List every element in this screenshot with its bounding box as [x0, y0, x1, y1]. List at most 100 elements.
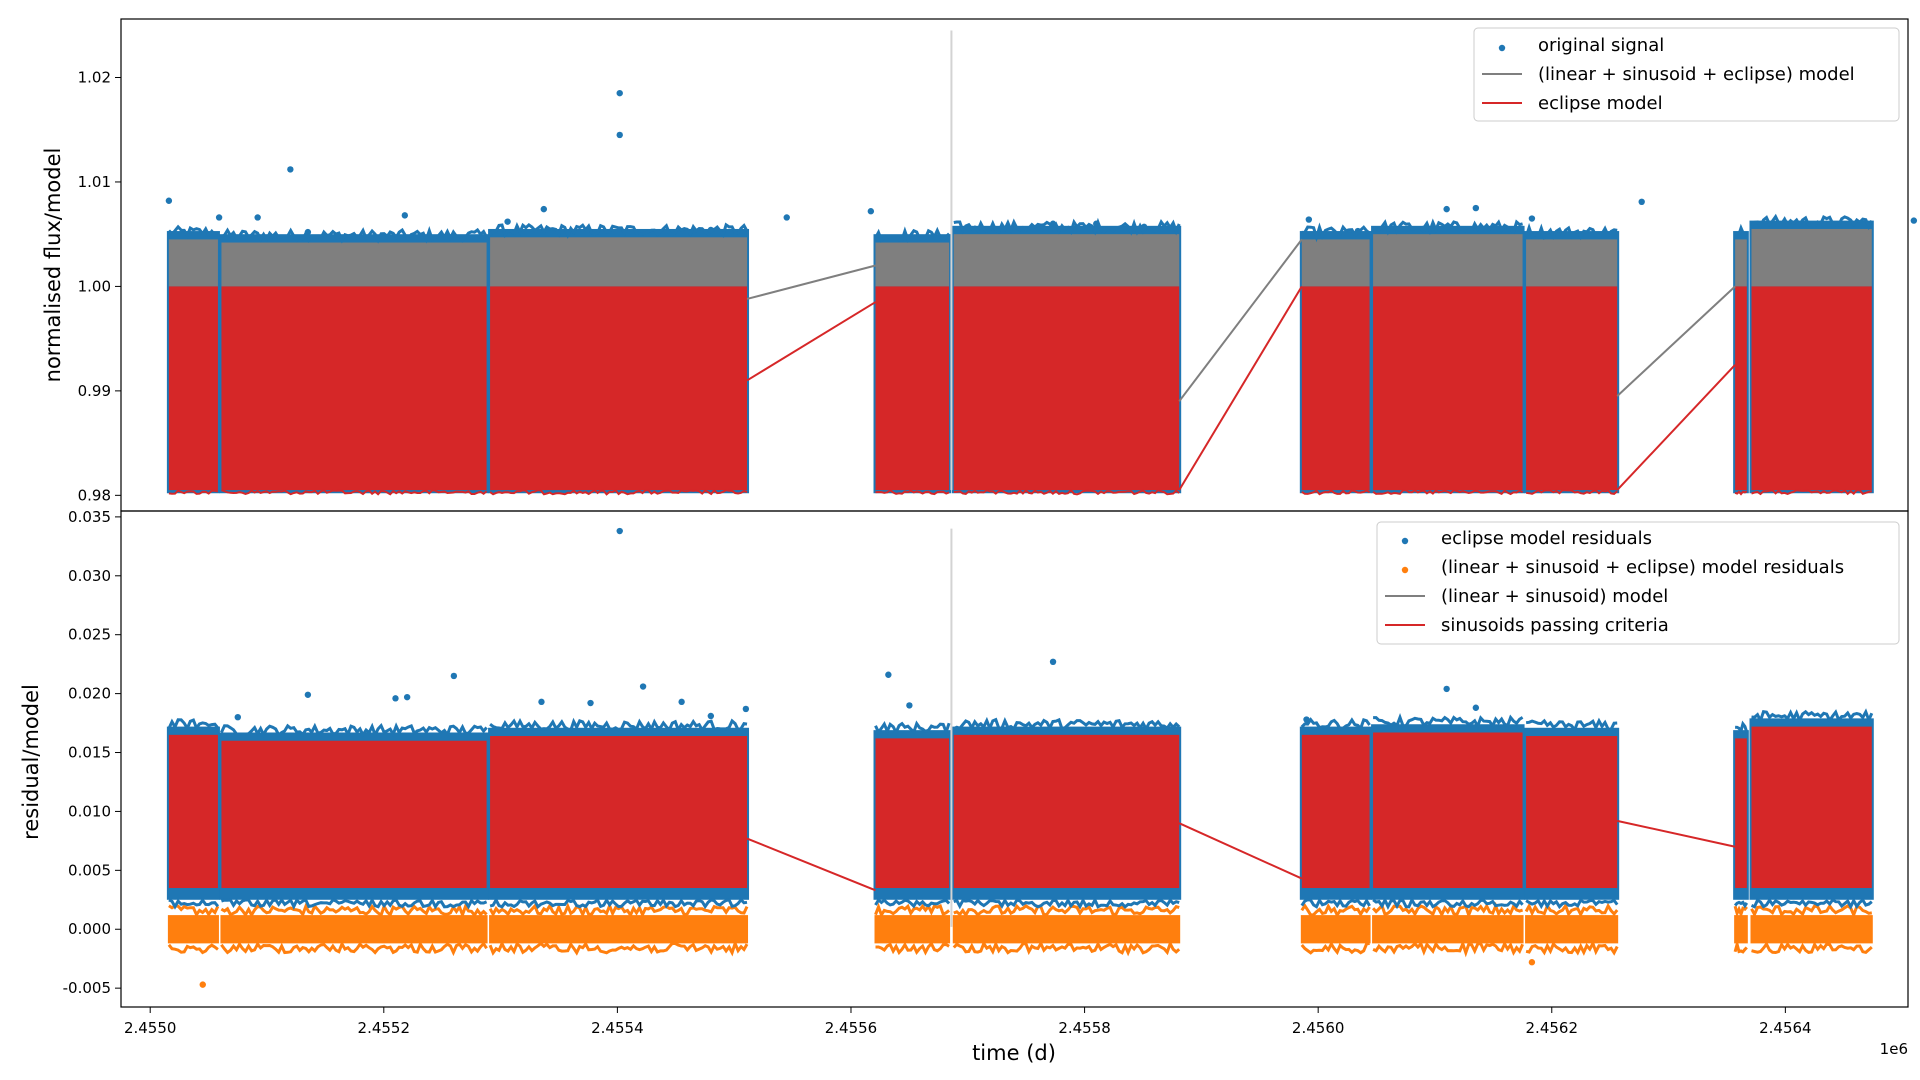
- top-outlier-point-12: [867, 208, 875, 215]
- xtick-label-5: 2.4560: [1292, 1019, 1345, 1037]
- xtick-label-2: 2.4554: [591, 1019, 644, 1037]
- top-ylabel: normalised flux/model: [41, 148, 65, 383]
- top-signal-edge-9: [1750, 213, 1874, 231]
- top-outlier-point-4: [304, 228, 312, 236]
- bottom-residual2-edge-bottom-6: [1372, 939, 1524, 958]
- bottom-residual2-band-8: [1734, 915, 1748, 944]
- bottom-residual-edge-bottom-8: [1733, 900, 1749, 909]
- top-outlier-point-7: [540, 205, 548, 213]
- top-eclipse-edge-7: [1525, 488, 1618, 495]
- bottom-outlier-point-9: [707, 712, 715, 720]
- top-signal-edge-8: [1734, 223, 1748, 239]
- bottom-sinusoid-band-5: [1301, 734, 1370, 889]
- xtick-label-4: 2.4558: [1058, 1019, 1111, 1037]
- top-signal-edge-7: [1524, 222, 1618, 241]
- bottom-residual2-edge-bottom-3: [875, 941, 950, 956]
- top-outlier-point-20: [1354, 227, 1362, 235]
- bottom-outlier-point-5: [587, 699, 594, 707]
- bottom-outlier-point-18: [1303, 716, 1310, 723]
- xtick-label-1: 2.4552: [358, 1019, 411, 1037]
- top-signal-edge-3: [874, 226, 951, 244]
- top-outlier-point-8: [616, 89, 623, 97]
- bottom-sinusoid-gap-line-1: [1178, 822, 1303, 880]
- top-outlier-point-13: [1049, 220, 1057, 227]
- top-outlier-point-14: [1528, 215, 1536, 222]
- bottom-residual2-edge-bottom-4: [952, 939, 1181, 957]
- bottom-residual2-band-7: [1525, 915, 1619, 944]
- top-eclipse-edge-5: [1301, 489, 1371, 496]
- bottom-sinusoid-band-4: [953, 734, 1180, 889]
- bottom-outlier-point-14: [906, 702, 913, 709]
- bottom-residual-edge-top-9: [1751, 708, 1874, 725]
- bottom-sinusoid-band-7: [1526, 736, 1618, 889]
- bottom-residual2-edge-top-0: [168, 904, 220, 918]
- bottom-residual2-edge-top-9: [1750, 903, 1872, 919]
- bottom-orange-outlier-point-0: [199, 981, 206, 988]
- top-ytick-label-1: 0.99: [78, 382, 111, 400]
- top-model-band-4: [953, 234, 1180, 287]
- bottom-outlier-point-2: [392, 695, 399, 702]
- top-eclipse-edge-1: [221, 488, 488, 496]
- top-ytick-label-3: 1.01: [78, 173, 111, 191]
- bottom-residual2-edge-top-2: [488, 901, 749, 919]
- bottom-residual2-edge-bottom-8: [1733, 938, 1748, 954]
- top-signal-edge-6: [1372, 218, 1523, 236]
- top-outlier-point-16: [1910, 217, 1918, 224]
- top-signal-edge-1: [220, 226, 488, 244]
- bottom-residual2-edge-top-3: [874, 902, 951, 919]
- bottom-residual2-edge-bottom-1: [220, 940, 488, 957]
- bottom-residual2-band-9: [1750, 915, 1873, 944]
- top-legend: original signal (linear + sinusoid + ecli…: [1473, 27, 1900, 122]
- bottom-residual-edge-top-8: [1735, 720, 1749, 735]
- top-outlier-point-22: [1443, 205, 1450, 213]
- top-outlier-point-15: [1638, 198, 1645, 206]
- top-eclipse-edge-9: [1751, 489, 1873, 496]
- bottom-outlier-point-6: [304, 691, 312, 698]
- bottom-residual2-band-2: [489, 915, 749, 944]
- xtick-label-0: 2.4550: [124, 1019, 177, 1037]
- bottom-legend-box: [1376, 521, 1900, 645]
- top-eclipse-gap-line-0: [746, 301, 877, 382]
- bottom-residual-edge-bottom-0: [168, 897, 220, 910]
- top-outlier-point-11: [783, 214, 790, 221]
- bottom-sinusoid-band-8: [1735, 738, 1747, 889]
- bottom-outlier-point-11: [742, 705, 750, 713]
- bottom-residual2-band-4: [952, 915, 1181, 944]
- bottom-sinusoid-band-3: [875, 738, 950, 889]
- bottom-ytick-label-2: 0.005: [68, 861, 111, 879]
- top-eclipse-gap-line-2: [1616, 364, 1736, 491]
- bottom-ytick-label-7: 0.030: [68, 567, 111, 585]
- bottom-ytick-label-1: 0.000: [68, 920, 111, 938]
- top-panel: 0.98 0.99 1.00 1.01 1.02 normalised flux/mod…: [41, 18, 1918, 512]
- bottom-plot-area: [166, 527, 1874, 988]
- bottom-residual2-edge-top-7: [1524, 902, 1619, 918]
- xtick-label-3: 2.4556: [825, 1019, 878, 1037]
- bottom-legend-marker-1: [1401, 566, 1409, 574]
- top-model-gap-line-0: [746, 264, 876, 300]
- bottom-ytick-label-5: 0.020: [68, 685, 111, 703]
- top-y-ticks: 0.98 0.99 1.00 1.01 1.02: [78, 68, 121, 504]
- bottom-residual2-edge-top-4: [953, 903, 1180, 918]
- bottom-outlier-point-16: [1443, 685, 1450, 693]
- bottom-residual2-edge-bottom-7: [1525, 939, 1619, 956]
- bottom-residual2-band-6: [1372, 915, 1524, 944]
- bottom-legend-marker-0: [1401, 537, 1409, 545]
- top-outlier-point-19: [1305, 216, 1313, 223]
- bottom-outlier-point-4: [538, 698, 545, 706]
- top-eclipse-edge-6: [1372, 489, 1524, 496]
- bottom-residual-edge-bottom-3: [874, 897, 951, 909]
- bottom-legend: eclipse model residuals (linear + sinusoi…: [1376, 521, 1900, 645]
- bottom-ytick-label-8: 0.035: [68, 508, 111, 526]
- bottom-residual2-edge-bottom-2: [488, 939, 749, 957]
- bottom-ytick-label-0: -0.005: [63, 979, 111, 997]
- top-eclipse-edge-0: [168, 489, 219, 495]
- bottom-residual-edge-bottom-6: [1372, 896, 1524, 911]
- bottom-outlier-point-17: [1472, 704, 1480, 711]
- bottom-residual-edge-bottom-2: [489, 896, 748, 910]
- bottom-ytick-label-6: 0.025: [68, 626, 111, 644]
- bottom-outlier-point-0: [616, 527, 623, 535]
- top-eclipse-band-5: [1301, 286, 1370, 491]
- bottom-residual-edge-top-0: [167, 718, 220, 732]
- bottom-legend-label-1: (linear + sinusoid + eclipse) model resi…: [1441, 557, 1844, 578]
- top-outlier-point-0: [165, 197, 173, 204]
